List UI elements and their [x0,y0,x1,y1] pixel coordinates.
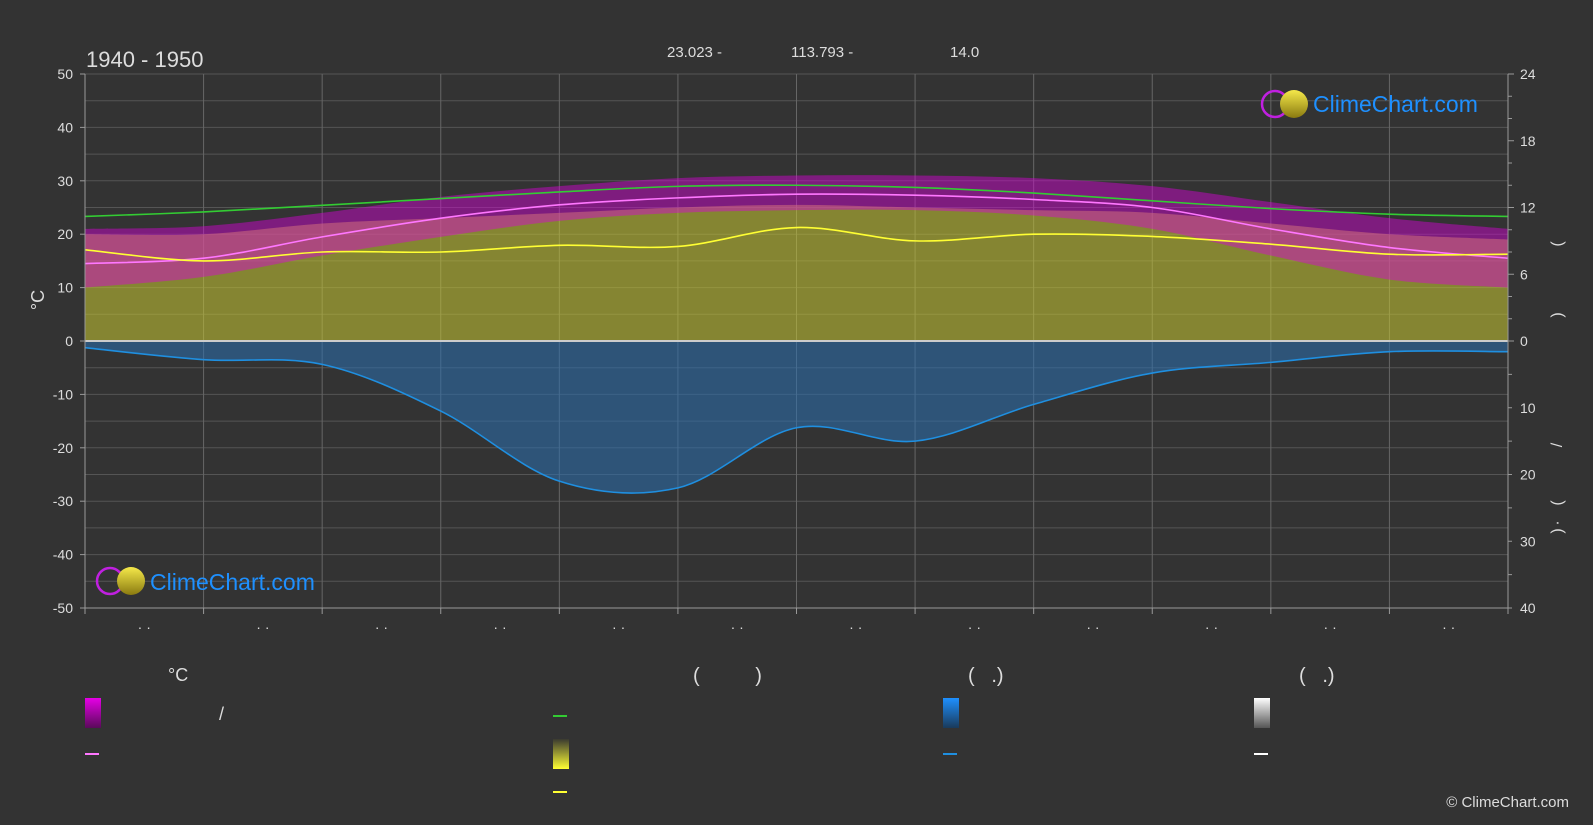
period-title: 1940 - 1950 [86,47,203,72]
y-tick-right-bottom: 20 [1520,467,1536,483]
elevation-label: 14.0 [950,44,979,61]
x-tick-label: · · [1086,619,1099,635]
y-tick-right-top: 0 [1520,333,1528,349]
legend-line-snow [1254,753,1268,755]
brand-name-bottom: ClimeChart.com [150,569,315,595]
copyright-text: © ClimeChart.com [1446,794,1569,811]
precipitation-band [85,341,1508,494]
y-tick-left: -50 [53,600,73,616]
x-tick-label: · · [256,619,269,635]
legend-header-snow: ( .) [1299,665,1335,687]
y-tick-left: 40 [57,119,73,135]
precipitation-line [84,346,1509,494]
logo-sun-icon [1280,90,1308,118]
x-tick-label: · · [1205,619,1218,635]
y-tick-right-top: 12 [1520,200,1536,216]
logo-sun-icon [117,567,145,595]
x-tick-label: · · [138,619,151,635]
y-tick-left: -10 [53,386,73,402]
y-tick-left: 50 [57,66,73,82]
brand-logo-top[interactable]: ClimeChart.com [1260,89,1478,119]
y-tick-right-bottom: 10 [1520,400,1536,416]
y-axis-label-right: ) [1549,528,1566,533]
axes: 50 40 30 20 10 0 -10 -20 -30 -40 -50 24 18 12 6 0 10 20 30… [53,66,1566,635]
sunshine-band [85,204,1508,341]
y-tick-left: 0 [65,333,73,349]
legend-line-rain [943,753,957,755]
x-tick-label: · · [375,619,388,635]
x-tick-label: · · [1442,619,1455,635]
y-axis-label-right: ) [1549,312,1566,317]
brand-name-top: ClimeChart.com [1313,91,1478,117]
x-tick-label: · · [731,619,744,635]
data-bands [85,175,1508,494]
x-tick-label: · · [612,619,625,635]
sunshine-line [84,226,1509,262]
y-tick-right-bottom: 30 [1520,533,1536,549]
latitude-label: 23.023 - [667,44,722,61]
daylight-line [84,184,1509,218]
max-min-temp-band [85,175,1508,288]
y-tick-right-top: 24 [1520,66,1536,82]
mean-temp-line [84,193,1509,265]
x-tick-label: · · [493,619,506,635]
y-tick-left: -20 [53,440,73,456]
legend-line-sunshine [553,791,567,793]
legend-swatch-snow [1254,698,1270,728]
legend-swatch-maxmin [85,698,101,728]
y-tick-right-top: 6 [1520,266,1528,282]
x-tick-label: · · [968,619,981,635]
y-tick-left: -40 [53,547,73,563]
legend-header-temp: °C [168,665,189,685]
brand-logo-bottom[interactable]: ClimeChart.com [95,566,315,596]
data-lines [84,184,1509,494]
legend-line-mean-temp [85,753,99,755]
legend-swatch-sunshine [553,739,569,769]
y-tick-left: -30 [53,493,73,509]
legend-line-daylight [553,715,567,717]
x-tick-label: · · [1324,619,1337,635]
y-axis-label-right: ( [1549,500,1566,506]
y-axis-label-left: °C [28,290,48,310]
y-axis-label-right: / [1549,442,1566,447]
y-tick-left: 20 [57,226,73,242]
legend-slash: / [219,704,225,724]
legend-header-sun: ( ) [693,665,762,687]
longitude-label: 113.793 - [791,44,853,61]
y-tick-left: 10 [57,280,73,296]
y-tick-right-top: 18 [1520,133,1536,149]
y-tick-left: 30 [57,173,73,189]
legend-header-rain: ( .) [968,665,1004,687]
y-axis-label-right: · [1549,520,1566,525]
legend-swatch-rain [943,698,959,728]
y-tick-right-bottom: 40 [1520,600,1536,616]
x-tick-label: · · [849,619,862,635]
y-axis-label-right: ( [1549,241,1566,247]
